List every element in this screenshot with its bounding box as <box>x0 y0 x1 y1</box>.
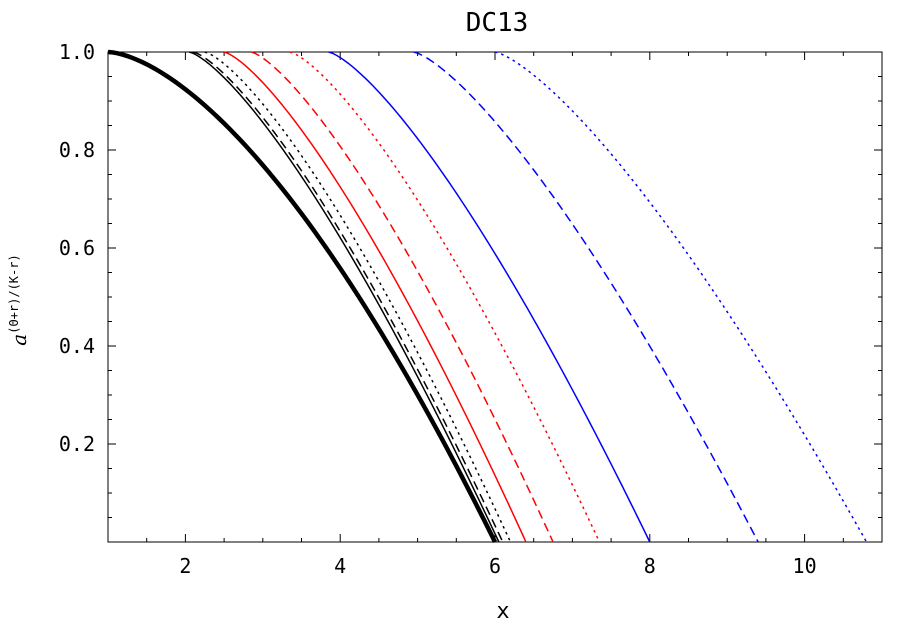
x-tick-label: 10 <box>793 554 817 578</box>
series-line-7 <box>289 51 601 543</box>
series-line-5 <box>223 51 527 543</box>
series-line-2 <box>189 51 500 543</box>
y-tick-label: 0.2 <box>59 432 95 456</box>
x-tick-label: 2 <box>179 554 191 578</box>
y-tick-label: 0.6 <box>59 236 95 260</box>
x-axis-label: x <box>496 599 509 624</box>
series-line-4 <box>204 51 512 543</box>
y-tick-label: 0.4 <box>59 334 95 358</box>
axis-tick-labels: 2 4 6 8 10 0.2 0.4 0.6 0.8 1.0 <box>59 40 817 578</box>
y-tick-label: 0.8 <box>59 138 95 162</box>
series-line-10 <box>494 51 868 543</box>
y-axis-label-superscript: (Θ+r)/(K-r) <box>7 254 21 333</box>
x-tick-label: 6 <box>489 554 501 578</box>
svg-text:a(Θ+r)/(K-r): a(Θ+r)/(K-r) <box>7 254 31 345</box>
x-tick-label: 8 <box>644 554 656 578</box>
series-line-8 <box>328 51 651 543</box>
series-line-6 <box>250 51 554 543</box>
series-line-1 <box>107 49 498 543</box>
series-lines <box>107 49 868 543</box>
series-line-3 <box>192 51 504 543</box>
chart-title: DC13 <box>466 8 529 38</box>
series-line-9 <box>413 51 759 543</box>
y-axis-label: a(Θ+r)/(K-r) <box>7 254 31 345</box>
x-tick-label: 4 <box>334 554 346 578</box>
y-axis-label-base: a <box>7 334 31 346</box>
y-tick-label: 1.0 <box>59 40 95 64</box>
